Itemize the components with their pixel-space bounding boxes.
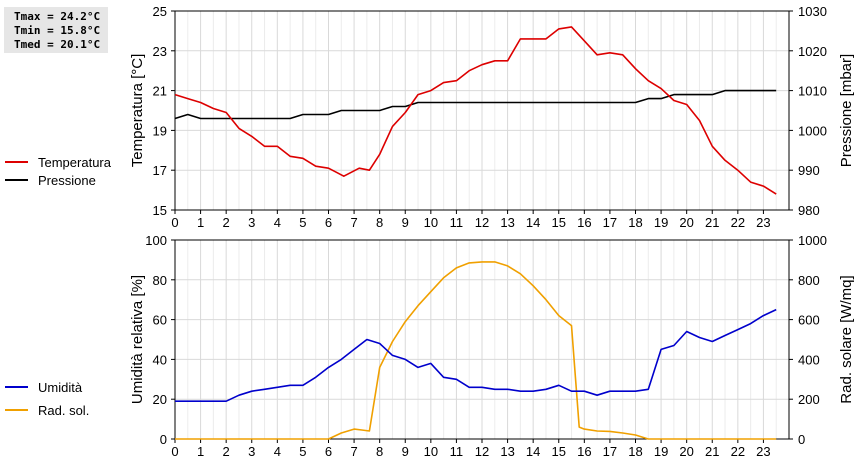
legend-label: Rad. sol. [38, 403, 89, 418]
x-tick-label: 23 [756, 444, 770, 459]
y-right-axis-label: Rad. solare [W/mq] [838, 275, 855, 403]
series-line-umidit- [175, 308, 777, 403]
x-tick-label: 20 [679, 215, 693, 230]
x-tick-label: 13 [500, 444, 514, 459]
x-tick-label: 2 [223, 215, 230, 230]
x-tick-label: 3 [248, 215, 255, 230]
legend-label: Pressione [38, 173, 96, 188]
chart-panel-top: 0 1 2 3 4 5 6 7 8 9 10 11 12 13 14 15 16 17 18 19 20 21 22 2315… [5, 4, 855, 230]
x-tick-label: 3 [248, 444, 255, 459]
x-tick-label: 9 [402, 444, 409, 459]
x-tick-label: 7 [350, 215, 357, 230]
x-tick-label: 6 [325, 444, 332, 459]
x-tick-label: 22 [731, 444, 745, 459]
y-right-tick-label: 1020 [798, 44, 827, 59]
x-tick-label: 17 [603, 215, 617, 230]
x-tick-label: 11 [450, 444, 464, 459]
y-right-tick-label: 600 [798, 313, 820, 328]
x-tick-label: 19 [654, 215, 668, 230]
x-tick-label: 4 [274, 215, 281, 230]
tmin-text: Tmin = 15.8°C [14, 24, 101, 37]
x-tick-label: 17 [603, 444, 617, 459]
y-tick-label: 0 [160, 432, 167, 447]
y-right-tick-label: 800 [798, 273, 820, 288]
x-tick-label: 8 [376, 444, 383, 459]
y-tick-label: 15 [153, 203, 167, 218]
x-tick-label: 15 [552, 444, 566, 459]
tmax-text: Tmax = 24.2°C [14, 10, 101, 23]
series-line-rad-sol- [175, 261, 777, 440]
x-tick-label: 18 [628, 444, 642, 459]
x-tick-label: 2 [223, 444, 230, 459]
x-tick-label: 8 [376, 215, 383, 230]
y-tick-label: 20 [153, 392, 167, 407]
y-tick-label: 100 [145, 233, 167, 248]
y-right-tick-label: 0 [798, 432, 805, 447]
x-tick-label: 4 [274, 444, 281, 459]
y-right-tick-label: 1010 [798, 84, 827, 99]
x-tick-label: 20 [679, 444, 693, 459]
y-right-tick-label: 1030 [798, 4, 827, 19]
y-right-tick-label: 1000 [798, 123, 827, 138]
y-right-tick-label: 990 [798, 163, 820, 178]
y-tick-label: 40 [153, 352, 167, 367]
x-tick-label: 10 [424, 444, 438, 459]
x-tick-label: 7 [350, 444, 357, 459]
x-tick-label: 5 [299, 444, 306, 459]
x-tick-label: 14 [526, 215, 540, 230]
y-tick-label: 23 [153, 44, 167, 59]
series-line-pressione [174, 89, 777, 120]
x-tick-label: 9 [402, 215, 409, 230]
x-tick-label: 21 [705, 444, 719, 459]
x-tick-label: 14 [526, 444, 540, 459]
x-tick-label: 10 [424, 215, 438, 230]
x-tick-label: 13 [500, 215, 514, 230]
y-right-axis-label: Pressione [mbar] [838, 54, 855, 167]
x-tick-label: 16 [577, 215, 591, 230]
legend-label: Temperatura [38, 155, 112, 170]
x-tick-label: 12 [475, 444, 489, 459]
y-axis-label: Umidità relativa [%] [129, 275, 146, 404]
y-right-tick-label: 400 [798, 352, 820, 367]
x-tick-label: 5 [299, 215, 306, 230]
y-right-tick-label: 980 [798, 203, 820, 218]
y-tick-label: 80 [153, 273, 167, 288]
y-tick-label: 21 [153, 84, 167, 99]
x-tick-label: 0 [171, 215, 178, 230]
x-tick-label: 1 [197, 215, 204, 230]
x-tick-label: 23 [756, 215, 770, 230]
x-tick-label: 1 [197, 444, 204, 459]
stats-box: Tmax = 24.2°C Tmin = 15.8°C Tmed = 20.1°… [4, 7, 108, 53]
x-tick-label: 19 [654, 444, 668, 459]
x-tick-label: 15 [552, 215, 566, 230]
x-tick-label: 0 [171, 444, 178, 459]
y-axis-label: Temperatura [°C] [129, 54, 146, 168]
y-right-tick-label: 200 [798, 392, 820, 407]
legend-label: Umidità [38, 380, 83, 395]
x-tick-label: 12 [475, 215, 489, 230]
x-tick-label: 11 [450, 215, 464, 230]
x-tick-label: 21 [705, 215, 719, 230]
y-tick-label: 60 [153, 313, 167, 328]
x-tick-label: 6 [325, 215, 332, 230]
x-tick-label: 16 [577, 444, 591, 459]
series-line-temperatura [174, 26, 777, 195]
x-tick-label: 22 [731, 215, 745, 230]
y-tick-label: 25 [153, 4, 167, 19]
y-right-tick-label: 1000 [798, 233, 827, 248]
tmed-text: Tmed = 20.1°C [14, 38, 101, 51]
x-tick-label: 18 [628, 215, 642, 230]
chart-panel-bottom: 0 1 2 3 4 5 6 7 8 9 10 11 12 13 14 15 16 17 18 19 20 21 22 2302… [5, 233, 855, 459]
y-tick-label: 19 [153, 123, 167, 138]
y-tick-label: 17 [153, 163, 167, 178]
